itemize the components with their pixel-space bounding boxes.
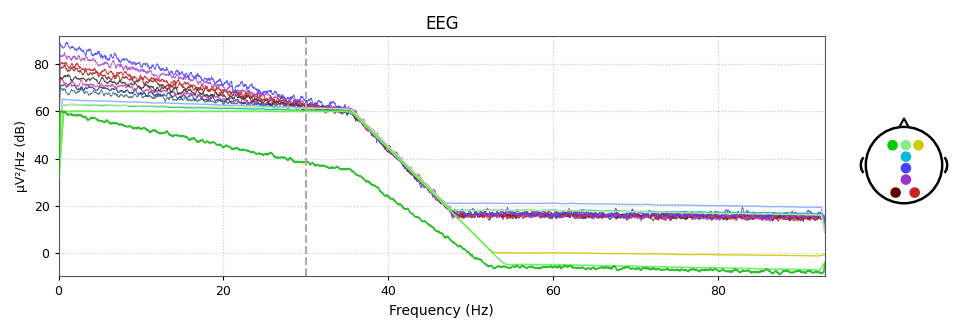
Title: EEG: EEG	[425, 15, 458, 33]
Circle shape	[910, 188, 920, 197]
Circle shape	[901, 175, 911, 184]
Circle shape	[891, 188, 900, 197]
X-axis label: Frequency (Hz): Frequency (Hz)	[389, 304, 494, 318]
Circle shape	[914, 141, 923, 150]
Circle shape	[901, 141, 911, 150]
Y-axis label: μV²/Hz (dB): μV²/Hz (dB)	[15, 120, 28, 192]
Circle shape	[901, 152, 911, 161]
Circle shape	[887, 141, 897, 150]
Circle shape	[901, 164, 911, 173]
